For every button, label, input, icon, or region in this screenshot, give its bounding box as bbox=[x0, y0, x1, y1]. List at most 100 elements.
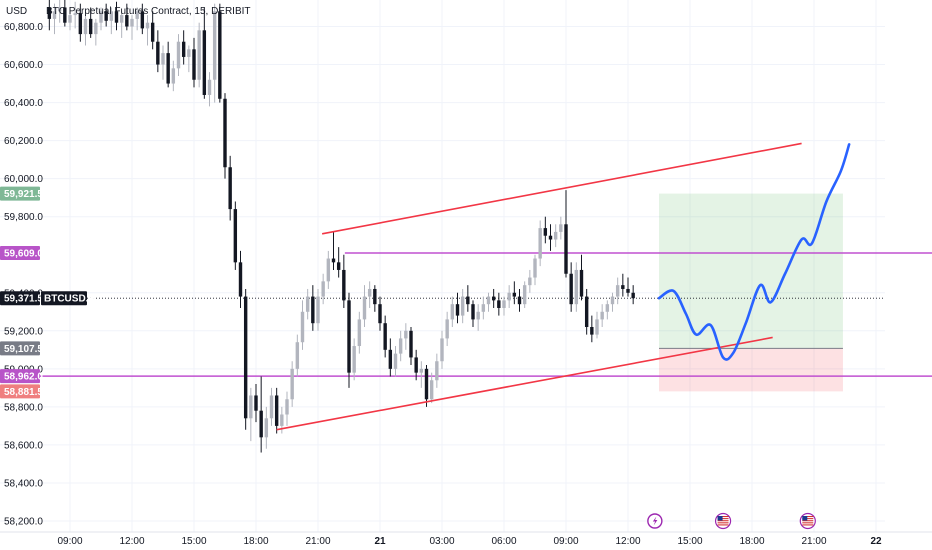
y-tick-label: 58,800.0 bbox=[4, 402, 43, 413]
candle bbox=[223, 93, 227, 179]
price-tag: 59,107.5 bbox=[0, 341, 43, 356]
candle-body bbox=[238, 262, 243, 297]
channel-lower-line[interactable] bbox=[276, 336, 773, 431]
price-tag-label: 59,921.5 bbox=[4, 189, 43, 200]
flag-canton bbox=[802, 516, 808, 521]
candle-body bbox=[83, 18, 88, 35]
candle bbox=[238, 250, 243, 308]
candle bbox=[466, 285, 470, 312]
candle-body bbox=[440, 338, 444, 362]
candle-body bbox=[285, 399, 289, 415]
trend-channel[interactable] bbox=[276, 142, 802, 431]
price-axis[interactable]: 58,200.058,400.058,600.058,800.059,000.0… bbox=[4, 22, 43, 528]
candle-body bbox=[393, 353, 398, 369]
candle-body bbox=[156, 41, 160, 65]
candle-body bbox=[584, 296, 589, 328]
candle bbox=[321, 273, 325, 305]
y-tick-label: 60,200.0 bbox=[4, 136, 43, 147]
price-tag: 59,921.5 bbox=[0, 186, 43, 201]
candle-body bbox=[610, 296, 615, 305]
candle-body bbox=[569, 273, 573, 305]
flag-stripe bbox=[802, 524, 814, 526]
candle bbox=[605, 300, 610, 320]
candle bbox=[373, 285, 377, 312]
candle bbox=[367, 281, 372, 308]
x-tick-label: 06:00 bbox=[491, 536, 516, 547]
candle-body bbox=[192, 49, 196, 80]
economic-events[interactable] bbox=[647, 512, 816, 530]
candle-body bbox=[119, 15, 124, 23]
candle bbox=[419, 361, 424, 388]
us-flag-icon[interactable] bbox=[714, 512, 732, 530]
candle bbox=[460, 288, 465, 324]
candle-body bbox=[290, 368, 294, 400]
candle-body bbox=[404, 330, 408, 339]
candle bbox=[176, 34, 181, 76]
y-tick-label: 58,400.0 bbox=[4, 478, 43, 489]
candle-body bbox=[212, 11, 217, 80]
long-position-tool[interactable] bbox=[659, 193, 843, 392]
candle-body bbox=[352, 346, 356, 373]
candle bbox=[548, 224, 553, 251]
candle-body bbox=[68, 15, 72, 23]
projection-path[interactable] bbox=[657, 143, 851, 361]
x-tick-label: 15:00 bbox=[677, 536, 702, 547]
candle-body bbox=[104, 11, 108, 21]
candle bbox=[192, 37, 196, 88]
candle-body bbox=[347, 300, 351, 373]
candle bbox=[610, 292, 615, 312]
x-tick-label: 21:00 bbox=[305, 536, 330, 547]
channel-upper-line[interactable] bbox=[321, 142, 802, 235]
candle bbox=[621, 273, 625, 297]
candle bbox=[259, 376, 263, 453]
candle-body bbox=[295, 342, 300, 369]
candle bbox=[393, 346, 398, 377]
candle-body bbox=[497, 300, 501, 308]
candle-body bbox=[176, 41, 181, 69]
candle bbox=[52, 3, 57, 35]
candle-body bbox=[455, 304, 460, 316]
flag-stripe bbox=[802, 520, 814, 522]
candle bbox=[264, 406, 269, 449]
horizontal-levels[interactable] bbox=[0, 252, 932, 377]
price-tag-label: 59,609.0 bbox=[4, 249, 43, 260]
candle bbox=[347, 292, 351, 388]
candle bbox=[352, 338, 356, 381]
candle-body bbox=[130, 18, 134, 27]
candle bbox=[197, 22, 201, 88]
candle bbox=[362, 285, 367, 328]
candle-body bbox=[264, 418, 269, 438]
profit-zone[interactable] bbox=[659, 193, 843, 349]
x-tick-label: 18:00 bbox=[739, 536, 764, 547]
candle-body bbox=[579, 269, 584, 297]
candle-body bbox=[171, 68, 176, 84]
candle-body bbox=[590, 327, 594, 335]
projection-line[interactable] bbox=[657, 143, 851, 361]
y-tick-label: 60,800.0 bbox=[4, 22, 43, 33]
y-tick-label: 60,000.0 bbox=[4, 174, 43, 185]
candle bbox=[486, 292, 491, 312]
candle bbox=[326, 250, 331, 289]
candle-body bbox=[94, 22, 98, 35]
candle-body bbox=[378, 304, 382, 324]
candle bbox=[73, 1, 77, 29]
lightning-icon[interactable] bbox=[647, 513, 663, 529]
candle-body bbox=[424, 368, 429, 400]
candle-body bbox=[626, 288, 630, 293]
time-axis[interactable]: 09:00 12:00 15:00 18:00 21:00 21 03:00 06:00 09:… bbox=[0, 531, 932, 547]
y-tick-label: 60,400.0 bbox=[4, 98, 43, 109]
candle-body bbox=[429, 380, 434, 400]
candle-body bbox=[52, 11, 57, 19]
candle bbox=[94, 18, 98, 46]
candle bbox=[114, 1, 119, 31]
us-flag-icon[interactable] bbox=[799, 512, 816, 530]
candle bbox=[254, 384, 258, 423]
candle-body bbox=[161, 53, 165, 65]
symbol-tag: BTCUSD.P bbox=[41, 291, 95, 306]
candle bbox=[135, 7, 139, 31]
candle-body bbox=[259, 410, 263, 438]
loss-zone[interactable] bbox=[659, 348, 843, 392]
candle-body bbox=[460, 296, 465, 316]
candle-body bbox=[47, 7, 52, 19]
